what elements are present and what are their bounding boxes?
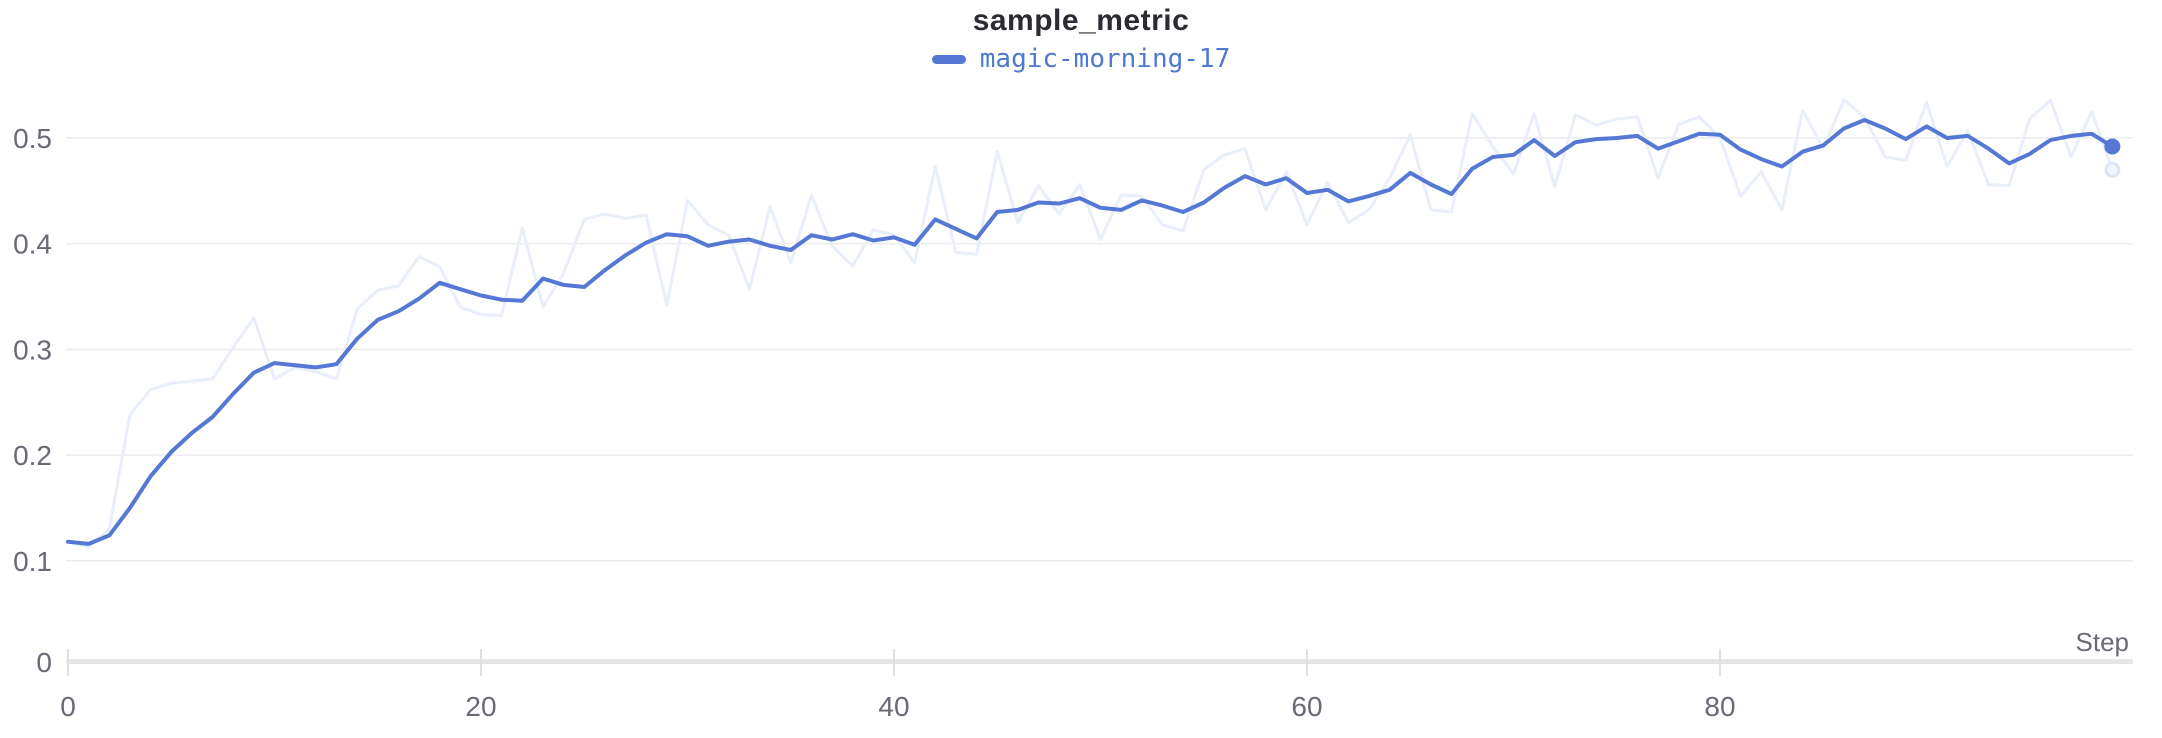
y-axis-tick-label: 0 <box>36 647 52 678</box>
raw-metric-line <box>66 98 2114 549</box>
smoothed-metric-line <box>66 118 2115 546</box>
y-axis-tick-label: 0.3 <box>13 334 52 365</box>
smoothed-line-end-dot <box>2104 138 2121 155</box>
y-axis-tick-label: 0.5 <box>13 123 52 154</box>
x-axis-tick-label: 80 <box>1704 691 1735 722</box>
x-axis-line <box>66 659 2133 664</box>
x-axis-tick-label: 40 <box>878 691 909 722</box>
x-axis-label: Step <box>2076 627 2130 657</box>
y-axis-tick-label: 0.2 <box>13 440 52 471</box>
x-axis-tick-label: 20 <box>465 691 496 722</box>
chart-title: sample_metric <box>972 4 1190 37</box>
x-axis-tick-label: 0 <box>60 691 76 722</box>
y-axis-tick-label: 0.4 <box>13 229 52 260</box>
raw-line-end-dot <box>2104 161 2121 178</box>
x-axis-tick-label: 60 <box>1291 691 1322 722</box>
chart-header: sample_metric magic-morning-17 <box>0 4 2162 74</box>
chart-legend: magic-morning-17 <box>0 44 2162 74</box>
y-axis-tick-label: 0.1 <box>13 546 52 577</box>
legend-item-run[interactable]: magic-morning-17 <box>931 44 1231 74</box>
legend-line-marker <box>931 54 966 64</box>
legend-run-name: magic-morning-17 <box>979 44 1231 74</box>
